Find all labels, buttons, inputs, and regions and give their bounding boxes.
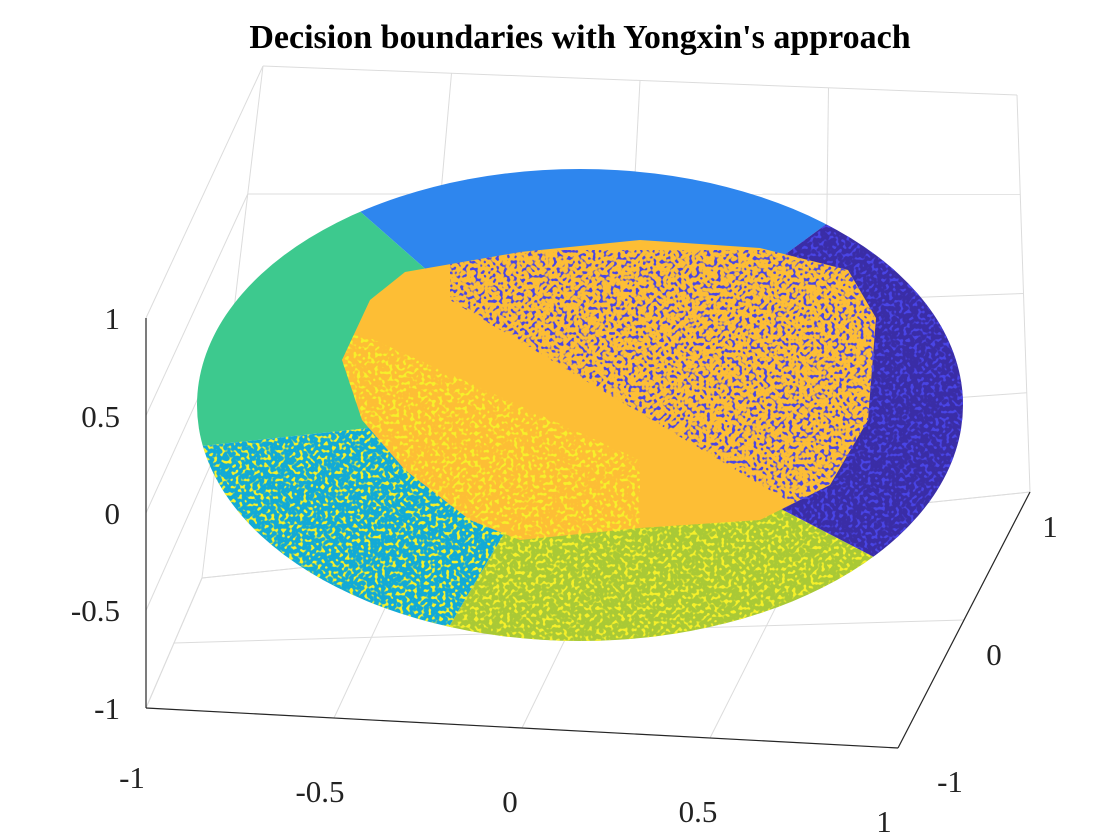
x-tick-label-4: 1 bbox=[876, 804, 892, 839]
z-tick-label-3: 0.5 bbox=[81, 399, 120, 434]
grid-line-left-z-1 bbox=[145, 193, 249, 416]
x-axis-line bbox=[145, 707, 899, 749]
z-tick-label-2: 0 bbox=[105, 496, 121, 531]
chart-title: Decision boundaries with Yongxin's appro… bbox=[249, 19, 910, 56]
x-tick-label-2: 0 bbox=[502, 784, 518, 819]
inner-speckle-upper bbox=[450, 250, 876, 520]
x-tick-label-3: 0.5 bbox=[679, 794, 718, 829]
z-tick-label-0: -1 bbox=[94, 691, 120, 726]
tick-labels: -1 -0.5 0 0.5 1 -1 -0.5 0 0.5 1 -1 0 1 bbox=[71, 301, 1058, 839]
grid-line-back-z-0 bbox=[262, 65, 1018, 96]
x-tick-label-1: -0.5 bbox=[295, 774, 344, 809]
z-tick-label-4: 1 bbox=[105, 301, 121, 336]
axes bbox=[145, 318, 1031, 749]
y-tick-label-0: -1 bbox=[937, 764, 963, 799]
y-tick-label-1: 0 bbox=[986, 637, 1002, 672]
disk-regions bbox=[197, 169, 963, 641]
z-tick-label-1: -0.5 bbox=[71, 593, 120, 628]
grid-line-left-z-3 bbox=[145, 449, 218, 611]
y-axis-line bbox=[897, 491, 1031, 749]
x-tick-label-0: -1 bbox=[119, 760, 145, 795]
grid-line-left-z-0 bbox=[145, 65, 264, 319]
y-tick-label-2: 1 bbox=[1042, 509, 1058, 544]
